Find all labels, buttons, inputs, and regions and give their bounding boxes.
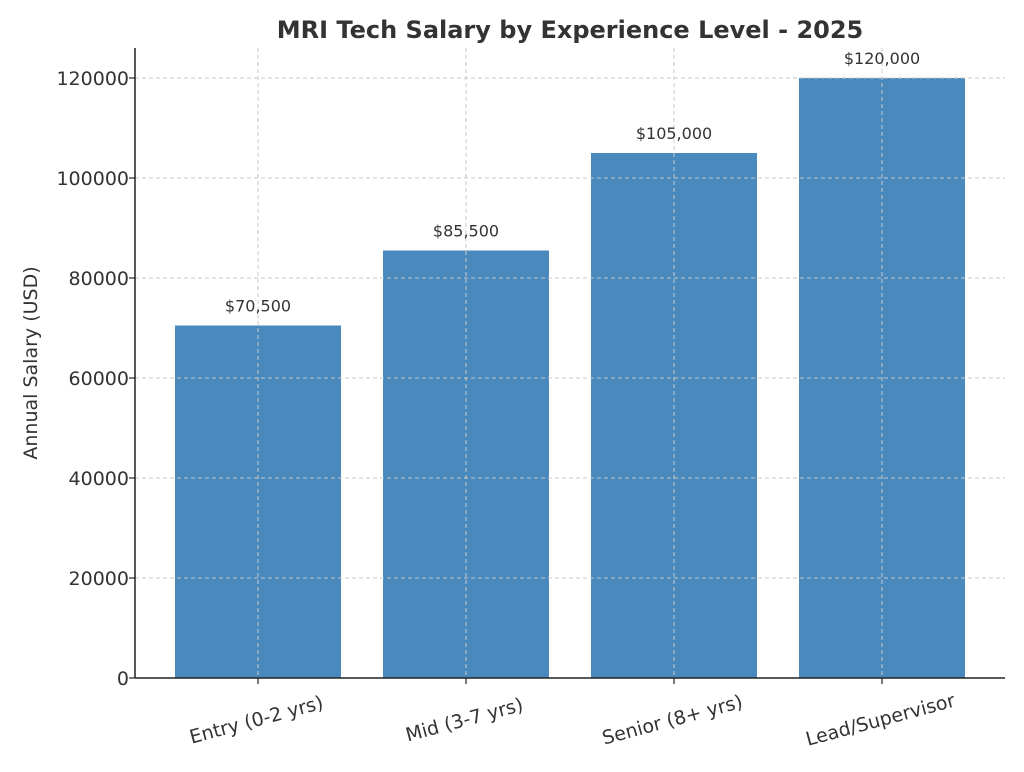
x-tick-label-2: Senior (8+ yrs) [600,691,745,750]
x-tick-label-3: Lead/Supervisor [803,690,957,751]
y-tick-label-1: 20000 [69,568,129,590]
data-label-0: $70,500 [225,297,291,316]
axes-layer [129,48,1005,684]
y-tick-label-0: 0 [117,668,129,690]
y-tick-label-3: 60000 [69,368,129,390]
y-tick-label-5: 100000 [56,168,129,190]
y-tick-label-4: 80000 [69,268,129,290]
y-tick-label-2: 40000 [69,468,129,490]
chart-title: MRI Tech Salary by Experience Level - 20… [277,16,864,44]
data-label-3: $120,000 [844,49,920,68]
x-tick-label-1: Mid (3-7 yrs) [403,694,525,746]
y-axis-label: Annual Salary (USD) [20,266,42,459]
data-label-1: $85,500 [433,222,499,241]
data-label-2: $105,000 [636,124,712,143]
x-tick-label-0: Entry (0-2 yrs) [187,692,325,749]
y-tick-label-6: 120000 [56,68,129,90]
